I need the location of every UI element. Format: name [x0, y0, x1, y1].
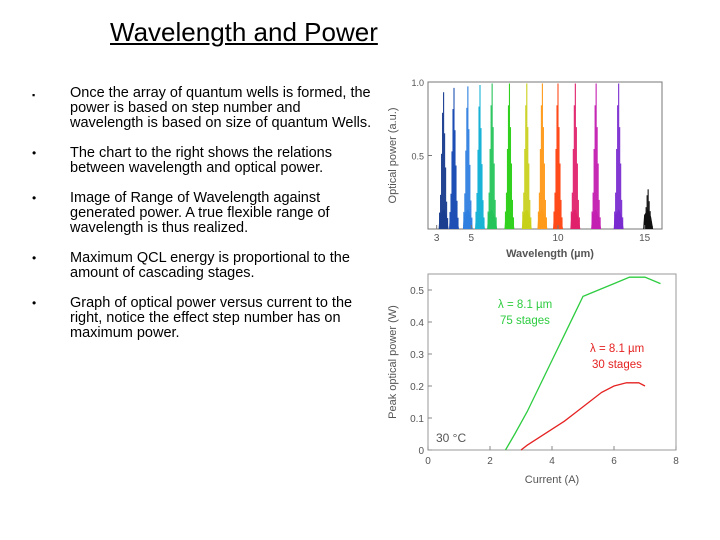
bullet-list: ▪ Once the array of quantum wells is for… [30, 86, 375, 356]
y-tick-label: 0.1 [410, 414, 424, 425]
spectrum-base [570, 209, 581, 229]
bullet-text: Maximum QCL energy is proportional to th… [70, 250, 350, 281]
x-tick-label: 3 [434, 233, 440, 244]
spectrum-0 [438, 92, 449, 229]
bullet-text: Graph of optical power versus current to… [70, 295, 353, 341]
y-tick-label: 0.3 [410, 350, 424, 361]
spectrum-7 [537, 83, 548, 229]
spectrum-base [591, 209, 602, 229]
series-label-line2: 30 stages [592, 359, 642, 371]
spectrum-base [643, 209, 654, 229]
bullet-item: • Maximum QCL energy is proportional to … [30, 251, 375, 281]
spectrum-9 [570, 83, 581, 229]
x-axis-label: Wavelength (µm) [506, 248, 594, 260]
bullet-marker: ▪ [32, 90, 36, 100]
bullet-text: Image of Range of Wavelength against gen… [70, 190, 330, 236]
y-tick-label: 0.5 [411, 152, 424, 162]
series-label-line1: λ = 8.1 µm [498, 299, 552, 311]
series-line-0 [504, 276, 661, 451]
y-tick-label: 0.2 [410, 382, 424, 393]
x-tick-label: 10 [552, 233, 564, 244]
series-line-1 [520, 382, 646, 451]
series-label-line2: 75 stages [500, 315, 550, 327]
spectrum-base [438, 209, 449, 229]
spectrum-base [475, 209, 485, 229]
bullet-item: • The chart to the right shows the relat… [30, 146, 375, 176]
x-tick-label: 4 [549, 456, 555, 467]
bullet-text: Once the array of quantum wells is forme… [70, 85, 372, 131]
y-tick-label: 0.5 [410, 286, 424, 297]
slide-title: Wavelength and Power [110, 17, 378, 47]
spectrum-10 [591, 83, 602, 229]
series-label-line1: λ = 8.1 µm [590, 343, 644, 355]
spectrum-base [504, 209, 515, 229]
spectrum-1 [449, 87, 459, 229]
bullet-marker: • [32, 146, 37, 160]
spectrum-11 [613, 83, 624, 229]
x-axis-label: Current (A) [525, 474, 579, 486]
x-tick-label: 0 [425, 456, 431, 467]
spectrum-base [537, 209, 548, 229]
spectrum-base [462, 209, 473, 229]
y-tick-label: 0.4 [410, 318, 424, 329]
spectrum-8 [553, 83, 563, 229]
bullet-marker: • [32, 296, 37, 310]
spectrum-12 [643, 189, 654, 229]
y-axis-label: Peak optical power (W) [387, 305, 399, 419]
y-axis-label: Optical power (a.u.) [387, 108, 399, 204]
spectrum-base [487, 209, 498, 229]
x-tick-label: 5 [469, 233, 475, 244]
power-vs-current-chart: 0 2 4 6 8 0 0.1 0.2 0.3 0.4 0.5 Current (A) Peak opt… [387, 273, 679, 486]
spectrum-base [449, 209, 459, 229]
spectrum-5 [504, 83, 515, 229]
bullet-marker: • [32, 191, 37, 205]
bullet-item: ▪ Once the array of quantum wells is for… [30, 86, 375, 131]
y-tick-label: 1.0 [411, 78, 424, 88]
bullet-item: • Image of Range of Wavelength against g… [30, 191, 375, 236]
y-tick-label: 0 [418, 446, 424, 457]
spectrum-base [521, 209, 532, 229]
x-tick-label: 6 [611, 456, 617, 467]
bullet-item: • Graph of optical power versus current … [30, 296, 375, 341]
x-tick-label: 15 [639, 233, 651, 244]
x-tick-label: 8 [673, 456, 679, 467]
wavelength-spectra-chart: 3 5 10 15 0.5 1.0 Wavelength (µm) Optical power… [387, 78, 663, 260]
spectrum-base [613, 209, 624, 229]
x-tick-label: 2 [487, 456, 493, 467]
spectrum-3 [475, 84, 485, 229]
spectrum-base [553, 209, 563, 229]
spectrum-4 [487, 83, 498, 229]
bullet-marker: • [32, 251, 37, 265]
spectrum-6 [521, 83, 532, 229]
temperature-annotation: 30 °C [436, 431, 466, 445]
spectrum-2 [462, 86, 473, 229]
bullet-text: The chart to the right shows the relatio… [70, 145, 332, 176]
